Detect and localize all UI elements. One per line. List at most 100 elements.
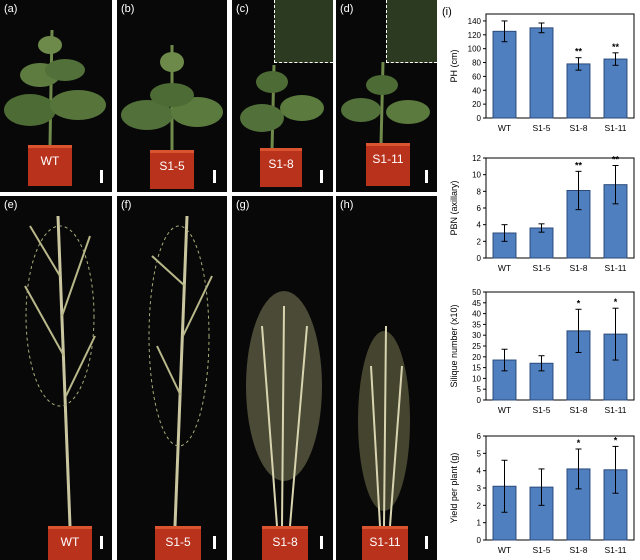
significance-mark: ** <box>575 160 583 170</box>
pot-label: WT <box>60 535 80 549</box>
panel-label: (f) <box>121 199 132 211</box>
plant-illustration <box>246 291 322 527</box>
pot: S1-11 <box>366 143 410 186</box>
y-tick-label: 40 <box>472 86 481 95</box>
chart-svg: 0 2 4 6 8 10 12 PBN (axillary) WT S1-5 ** S1-8 ** S1-… <box>449 154 635 273</box>
photo-panel-a: (a) WT <box>0 0 112 192</box>
plant-illustration <box>4 29 106 146</box>
scale-bar <box>320 536 323 549</box>
y-tick-label: 15 <box>472 364 481 373</box>
significance-mark: ** <box>612 42 620 52</box>
pot: S1-5 <box>150 150 194 189</box>
panel-label: (c) <box>236 3 249 15</box>
x-tick-label: WT <box>498 545 511 555</box>
significance-mark: ** <box>612 155 620 165</box>
y-tick-label: 20 <box>472 100 481 109</box>
x-tick-label: S1-5 <box>533 545 551 555</box>
y-axis-label: Yield per plant (g) <box>449 453 459 524</box>
bar <box>603 58 628 119</box>
y-tick-label: 2 <box>477 501 482 510</box>
pot: S1-8 <box>260 148 302 187</box>
y-tick-label: 100 <box>468 45 482 54</box>
photo-panel-c: (c) S1-8 <box>232 0 333 192</box>
scale-bar <box>213 170 216 183</box>
y-tick-label: 10 <box>472 171 481 180</box>
y-tick-label: 6 <box>477 204 482 213</box>
scale-bar <box>100 536 103 549</box>
x-tick-label: S1-8 <box>570 123 588 133</box>
panel-label: (g) <box>236 199 250 211</box>
y-tick-label: 12 <box>472 154 481 163</box>
chart-svg: 0 1 2 3 4 5 6 Yield per plant (g) WT S1-5 * S1-8 * S1… <box>449 432 635 555</box>
plant-illustration <box>148 215 213 527</box>
plant-illustration <box>358 325 410 527</box>
significance-mark: * <box>614 435 618 445</box>
pot-label: S1-11 <box>372 152 404 166</box>
panel-label: (h) <box>340 199 354 211</box>
x-tick-label: WT <box>498 123 511 133</box>
x-tick-label: S1-5 <box>533 405 551 415</box>
photo-panel-d: (d) S1-11 <box>336 0 437 192</box>
y-axis-label: PBN (axillary) <box>449 180 459 235</box>
plant-illustration <box>240 64 324 151</box>
y-tick-label: 80 <box>472 59 481 68</box>
y-tick-label: 35 <box>472 320 481 329</box>
pot: S1-5 <box>155 526 201 560</box>
inset-closeup <box>274 0 333 63</box>
y-tick-label: 60 <box>472 72 481 81</box>
photo-panel-e: (e) WT <box>0 196 112 560</box>
y-tick-label: 45 <box>472 299 481 308</box>
significance-mark: ** <box>575 47 583 57</box>
x-tick-label: S1-11 <box>604 263 626 273</box>
y-tick-label: 140 <box>468 17 482 26</box>
y-tick-label: 6 <box>477 432 482 441</box>
pot-label: S1-5 <box>165 535 191 549</box>
photo-panel-g: (g) S1-8 <box>232 196 333 560</box>
y-tick-label: 3 <box>477 484 482 493</box>
pot-label: S1-8 <box>268 157 294 171</box>
chart-svg: 0 20 40 60 80 100 120 140 PH (cm) WT S1-5 ** S1-8 ** S… <box>449 13 635 133</box>
significance-mark: * <box>614 297 618 307</box>
y-tick-label: 50 <box>472 288 481 297</box>
y-tick-label: 2 <box>477 237 482 246</box>
x-tick-label: S1-8 <box>570 405 588 415</box>
panel-label: (d) <box>340 3 354 15</box>
pot: WT <box>28 145 72 186</box>
photo-panel-b: (b) S1-5 <box>117 0 227 192</box>
pot-label: WT <box>40 154 60 168</box>
scale-bar <box>425 536 428 549</box>
y-tick-label: 0 <box>477 254 482 263</box>
x-tick-label: S1-8 <box>570 545 588 555</box>
panel-label: (a) <box>4 3 18 15</box>
x-tick-label: S1-11 <box>604 545 626 555</box>
y-tick-label: 4 <box>477 467 482 476</box>
plot-frame <box>485 13 635 119</box>
significance-mark: * <box>577 298 581 308</box>
y-tick-label: 4 <box>477 221 482 230</box>
inset-closeup <box>386 0 437 63</box>
y-axis-label: Silique number (x10) <box>449 304 459 387</box>
bar-chart-yield: 0 1 2 3 4 5 6 Yield per plant (g) WT S1-5 * S1-8 * S1… <box>446 424 640 560</box>
y-tick-label: 10 <box>472 374 481 383</box>
pot-label: S1-11 <box>369 535 401 549</box>
y-tick-label: 5 <box>477 449 482 458</box>
y-tick-label: 30 <box>472 331 481 340</box>
plant-illustration <box>24 215 96 527</box>
pot: S1-11 <box>362 526 408 560</box>
x-tick-label: WT <box>498 405 511 415</box>
y-tick-label: 5 <box>477 385 482 394</box>
bar <box>492 30 517 119</box>
pot: S1-8 <box>262 526 308 560</box>
panel-label: (b) <box>121 3 135 15</box>
y-tick-label: 20 <box>472 353 481 362</box>
scale-bar <box>100 170 103 183</box>
y-axis-label: PH (cm) <box>449 50 459 83</box>
x-tick-label: S1-11 <box>604 123 626 133</box>
bar-chart-silique-number: 0 5 10 15 20 25 30 35 40 45 50 Silique number (x10)… <box>446 282 640 422</box>
scale-bar <box>213 536 216 549</box>
panel-label: (e) <box>4 199 18 211</box>
x-tick-label: S1-11 <box>604 405 626 415</box>
x-tick-label: S1-5 <box>533 263 551 273</box>
plant-illustration <box>341 61 430 146</box>
